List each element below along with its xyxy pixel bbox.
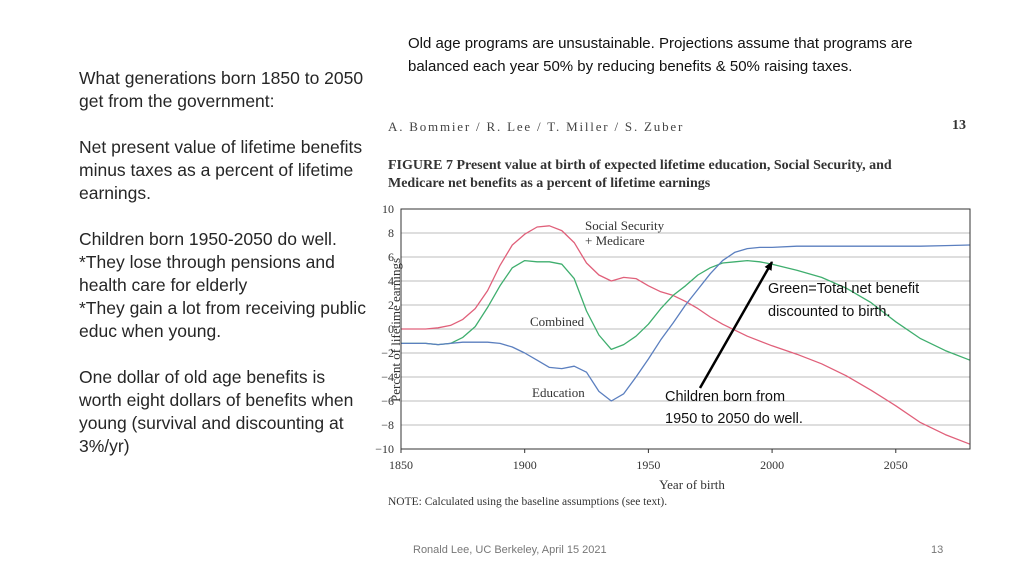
- y-tick-label: 10: [382, 202, 394, 216]
- left-paragraph-3: Children born 1950-2050 do well. *They l…: [79, 228, 371, 343]
- y-tick-label: −4: [381, 370, 394, 384]
- series-label-ss-line-2: + Medicare: [585, 233, 645, 248]
- footer-credit: Ronald Lee, UC Berkeley, April 15 2021: [413, 544, 607, 556]
- figure-title: FIGURE 7 Present value at birth of expec…: [388, 158, 892, 191]
- figure-page-number: 13: [952, 118, 966, 133]
- slide-number: 13: [931, 544, 944, 556]
- y-tick-label: 8: [388, 226, 394, 240]
- series-line-education: [401, 244, 971, 402]
- x-tick-label: 1900: [513, 458, 537, 472]
- y-tick-label: 2: [388, 298, 394, 312]
- x-tick-label: 1950: [636, 458, 660, 472]
- left-p3-line-1: Children born 1950-2050 do well.: [79, 229, 337, 249]
- y-tick-label: −10: [375, 442, 394, 456]
- series-layer: [401, 225, 971, 445]
- left-p3-line-3: *They gain a lot from receiving public e…: [79, 298, 366, 341]
- y-tick-label: −8: [381, 418, 394, 432]
- figure-note: NOTE: Calculated using the baseline assu…: [388, 496, 668, 508]
- annotation-arrow: [698, 261, 774, 389]
- x-tick-label: 2050: [884, 458, 908, 472]
- series-line-ss: [401, 225, 971, 445]
- top-note: Old age programs are unsustainable. Proj…: [408, 35, 913, 75]
- y-tick-label: 6: [388, 250, 394, 264]
- annotation-children-line-1: Children born from: [665, 389, 785, 405]
- series-line-combined: [401, 259, 971, 361]
- series-label-ss-line-1: Social Security: [585, 218, 665, 233]
- left-p3-line-2: *They lose through pensions and health c…: [79, 252, 335, 295]
- y-tick-label: −6: [381, 394, 394, 408]
- grid-layer: [401, 232, 970, 426]
- annotation-green-line-1: Green=Total net benefit: [768, 281, 919, 297]
- annotation-children-line-2: 1950 to 2050 do well.: [665, 411, 803, 427]
- y-tick-label: −2: [381, 346, 394, 360]
- left-text-panel: What generations born 1850 to 2050 get f…: [79, 67, 371, 481]
- series-label-education: Education: [532, 385, 585, 400]
- figure-authors: A. Bommier / R. Lee / T. Miller / S. Zub…: [388, 119, 685, 134]
- tick-label-layer: 10 8 6 4 2 0 −2 −4 −6 −8 −10 1850 1900 1950 2000 2050: [375, 202, 908, 472]
- left-paragraph-4: One dollar of old age benefits is worth …: [79, 367, 354, 456]
- annotation-green-line-2: discounted to birth.: [768, 304, 891, 320]
- left-paragraph-1: What generations born 1850 to 2050 get f…: [79, 68, 364, 111]
- series-label-combined: Combined: [530, 314, 585, 329]
- left-paragraph-2: Net present value of lifetime benefits m…: [79, 137, 363, 203]
- x-tick-label: 1850: [389, 458, 413, 472]
- y-tick-label: 0: [388, 322, 394, 336]
- plot-frame: [400, 208, 971, 450]
- y-axis-label: Percent of lifetime earnings: [388, 258, 403, 402]
- x-axis-label: Year of birth: [659, 477, 725, 492]
- y-tick-label: 4: [388, 274, 394, 288]
- x-tick-label: 2000: [760, 458, 784, 472]
